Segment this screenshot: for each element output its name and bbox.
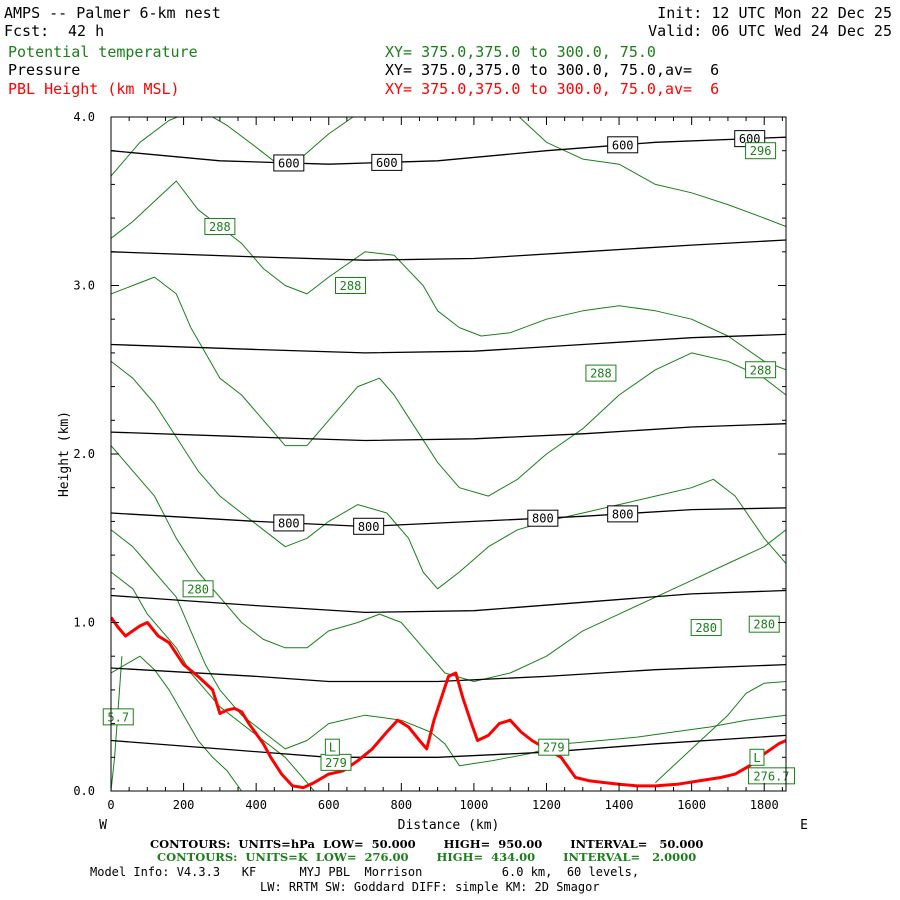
- theta-label: 280: [753, 618, 775, 632]
- pressure-label: 800: [532, 512, 554, 526]
- theta-line-11: [111, 276, 786, 497]
- footer-theta-contours: CONTOURS: UNITS=K LOW= 276.00 HIGH= 434.…: [157, 850, 697, 864]
- theta-label-box: [204, 218, 236, 236]
- x-tick-label: 1800: [750, 798, 779, 812]
- theta-line-16: [111, 655, 243, 791]
- pressure-label: 800: [612, 507, 634, 521]
- x-axis-label: Distance (km): [398, 818, 500, 833]
- pressure-line-8: [111, 734, 786, 758]
- theta-label: 280: [187, 582, 209, 596]
- axes: 0 200 400 600 800 1000 1200 1400 1600 1800 0.0 1.0 2…: [57, 110, 808, 833]
- pressure-label-box: [371, 153, 403, 171]
- theta-label: 279: [325, 756, 347, 770]
- theta-label-box: [324, 738, 340, 756]
- pressure-label: 800: [278, 516, 300, 530]
- pressure-line-7: [111, 663, 786, 683]
- theta-label: 5.7: [107, 710, 129, 724]
- footer-model-info: Model Info: V4.3.3 KF MYJ PBL Morrison 6…: [90, 865, 640, 879]
- theta-label: L: [329, 741, 336, 755]
- legend-pressure-name: Pressure: [8, 61, 81, 79]
- pressure-line-4: [111, 423, 786, 442]
- pressure-label-box: [527, 509, 559, 527]
- theta-line-14: [111, 529, 786, 767]
- theta-label-box: [749, 748, 765, 766]
- theta-label: 288: [340, 279, 362, 293]
- legend-pbl-name: PBL Height (km MSL): [8, 80, 180, 98]
- x-tick-label: 1600: [677, 798, 706, 812]
- init-time: Init: 12 UTC Mon 22 Dec 25: [657, 4, 892, 22]
- legend-pressure-xy: XY= 375.0,375.0 to 300.0, 75.0,av= 6: [385, 61, 720, 79]
- theta-line-10: [111, 180, 786, 371]
- pbl-line-0: [111, 616, 786, 790]
- theta-label: 280: [695, 621, 717, 635]
- theta-label: 279: [543, 741, 565, 755]
- theta-label-box: [747, 767, 795, 785]
- x-tick-label: 0: [107, 798, 114, 812]
- theta-line-15: [111, 571, 315, 791]
- legend-theta-xy: XY= 375.0,375.0 to 300.0, 75.0: [385, 43, 656, 61]
- theta-line-17: [111, 656, 123, 791]
- pressure-label-box: [607, 505, 639, 523]
- theta-label: 288: [590, 367, 612, 381]
- x-tick-label: 1400: [605, 798, 634, 812]
- footer-pressure-contours: CONTOURS: UNITS=hPa LOW= 50.000 HIGH= 95…: [150, 837, 704, 851]
- pressure-contours: [111, 136, 786, 758]
- pressure-label-box: [273, 514, 305, 532]
- theta-label: 288: [209, 220, 231, 234]
- west-label: W: [99, 818, 107, 833]
- y-tick-label: 2.0: [73, 447, 95, 461]
- theta-contours: [111, 117, 786, 791]
- east-label: E: [800, 818, 808, 833]
- pressure-label: 600: [278, 156, 300, 170]
- theta-label: 276.7: [753, 769, 789, 783]
- theta-label-box: [585, 364, 617, 382]
- y-axis-label: Height (km): [57, 411, 72, 497]
- theta-line-9: [111, 117, 786, 227]
- pressure-label: 600: [612, 138, 634, 152]
- pressure-label: 600: [376, 156, 398, 170]
- x-tick-label: 600: [318, 798, 340, 812]
- pressure-line-3: [111, 333, 786, 354]
- pressure-label: 800: [358, 520, 380, 534]
- x-tick-label: 200: [173, 798, 195, 812]
- pressure-line-1: [111, 136, 786, 165]
- valid-time: Valid: 06 UTC Wed 24 Dec 25: [648, 22, 892, 40]
- theta-label: L: [753, 751, 760, 765]
- y-tick-label: 3.0: [73, 279, 95, 293]
- pressure-line-2: [111, 239, 786, 261]
- theta-label: 288: [750, 363, 772, 377]
- theta-line-12: [111, 360, 786, 590]
- pressure-line-6: [111, 589, 786, 614]
- forecast-label: Fcst:: [4, 22, 50, 40]
- theta-line-18: [655, 681, 786, 783]
- theta-label: 296: [750, 144, 772, 158]
- x-tick-label: 1000: [459, 798, 488, 812]
- pressure-line-5: [111, 507, 786, 528]
- y-tick-label: 0.0: [73, 784, 95, 798]
- theta-label-box: [748, 615, 780, 633]
- x-tick-label: 800: [390, 798, 412, 812]
- pressure-label-box: [273, 154, 305, 172]
- theta-label-box: [538, 738, 570, 756]
- x-tick-label: 1200: [532, 798, 561, 812]
- theta-label-box: [335, 277, 367, 294]
- x-tick-label: 400: [245, 798, 267, 812]
- pbl-line-group: [111, 616, 786, 790]
- theta-label-box: [182, 580, 214, 598]
- theta-line-13: [111, 445, 786, 682]
- plot-title: AMPS -- Palmer 6-km nest: [4, 4, 221, 22]
- theta-label-box: [745, 142, 777, 160]
- theta-label-box: [690, 619, 722, 637]
- forecast-hours: 42 h: [68, 22, 105, 40]
- pressure-label-box: [353, 517, 385, 535]
- footer-physics-info: LW: RRTM SW: Goddard DIFF: simple KM: 2D…: [260, 880, 600, 894]
- y-tick-label: 4.0: [73, 110, 95, 124]
- y-tick-label: 1.0: [73, 616, 95, 630]
- theta-label-box: [745, 361, 777, 379]
- legend-theta-name: Potential temperature: [8, 43, 198, 61]
- pressure-label-box: [607, 136, 639, 154]
- legend-pbl-xy: XY= 375.0,375.0 to 300.0, 75.0,av= 6: [385, 80, 720, 98]
